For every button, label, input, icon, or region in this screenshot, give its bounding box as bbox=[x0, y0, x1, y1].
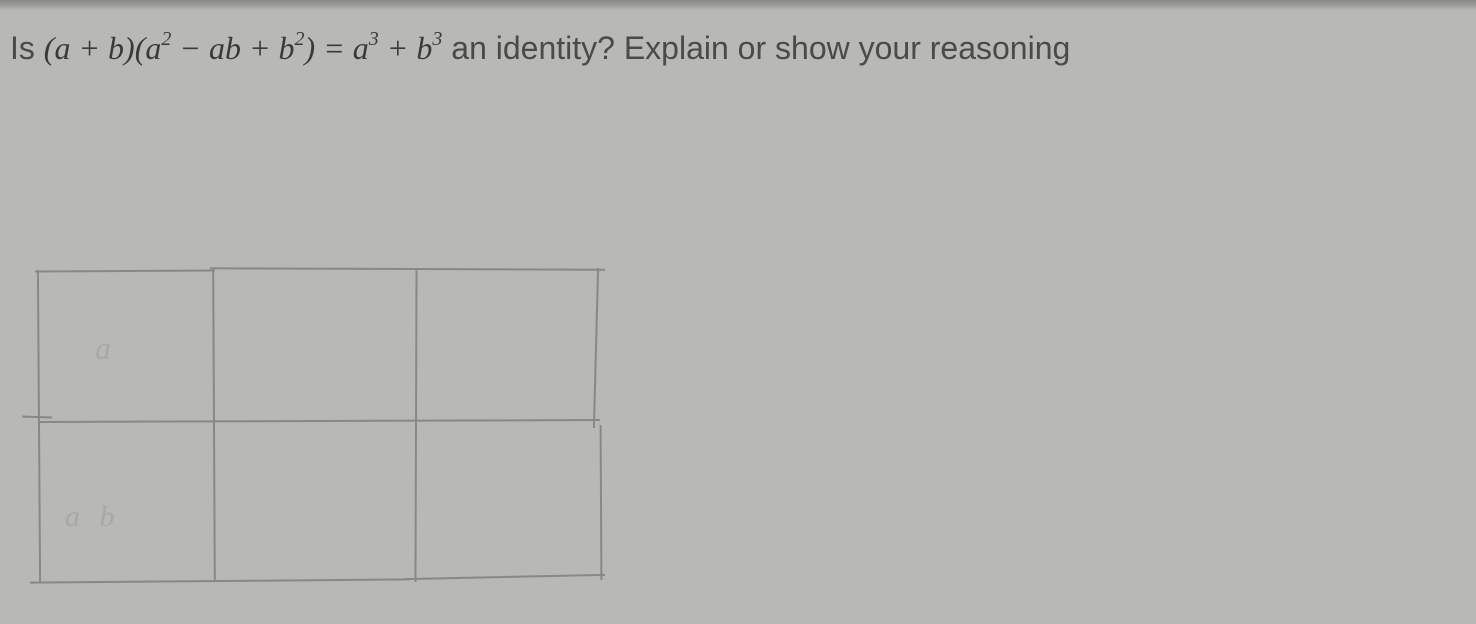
pencil-label-ab: a b bbox=[65, 500, 121, 534]
question-suffix: an identity? Explain or show your reason… bbox=[442, 30, 1070, 66]
grid-right-line bbox=[593, 268, 599, 428]
math-b3: b bbox=[416, 30, 432, 66]
grid-top-line bbox=[35, 270, 215, 273]
grid-vdivider-2 bbox=[414, 270, 417, 582]
math-a2: a bbox=[145, 30, 161, 66]
question-prefix: Is bbox=[10, 30, 44, 66]
math-exp3a: 3 bbox=[369, 28, 379, 50]
math-equals: = bbox=[315, 30, 353, 66]
math-rparen2: ) bbox=[305, 30, 316, 66]
grid-bottom-line bbox=[405, 574, 605, 580]
grid-left-line bbox=[37, 270, 41, 582]
math-lparen1: ( bbox=[44, 30, 55, 66]
math-plus3: + bbox=[379, 30, 417, 66]
math-exp3b: 3 bbox=[432, 28, 442, 50]
math-a: a bbox=[54, 30, 70, 66]
grid-bottom-line bbox=[30, 578, 410, 583]
math-a3: a bbox=[353, 30, 369, 66]
math-plus1: + bbox=[70, 30, 108, 66]
page-top-shadow bbox=[0, 0, 1476, 10]
math-minus: − bbox=[171, 30, 209, 66]
grid-right-line bbox=[600, 425, 603, 580]
pencil-label-a: a bbox=[95, 330, 111, 367]
math-exp2b: 2 bbox=[295, 28, 305, 50]
math-ab: ab bbox=[209, 30, 241, 66]
grid-hdivider bbox=[38, 419, 600, 423]
math-lparen2: ( bbox=[135, 30, 146, 66]
math-exp2a: 2 bbox=[161, 28, 171, 50]
grid-top-line bbox=[210, 267, 605, 270]
math-b: b bbox=[108, 30, 124, 66]
math-rparen1: ) bbox=[124, 30, 135, 66]
question-line: Is (a + b)(a2 − ab + b2) = a3 + b3 an id… bbox=[10, 30, 1070, 67]
pencil-grid-sketch bbox=[30, 270, 605, 590]
math-b2: b bbox=[279, 30, 295, 66]
math-plus2: + bbox=[241, 30, 279, 66]
grid-vdivider-1 bbox=[212, 270, 216, 582]
